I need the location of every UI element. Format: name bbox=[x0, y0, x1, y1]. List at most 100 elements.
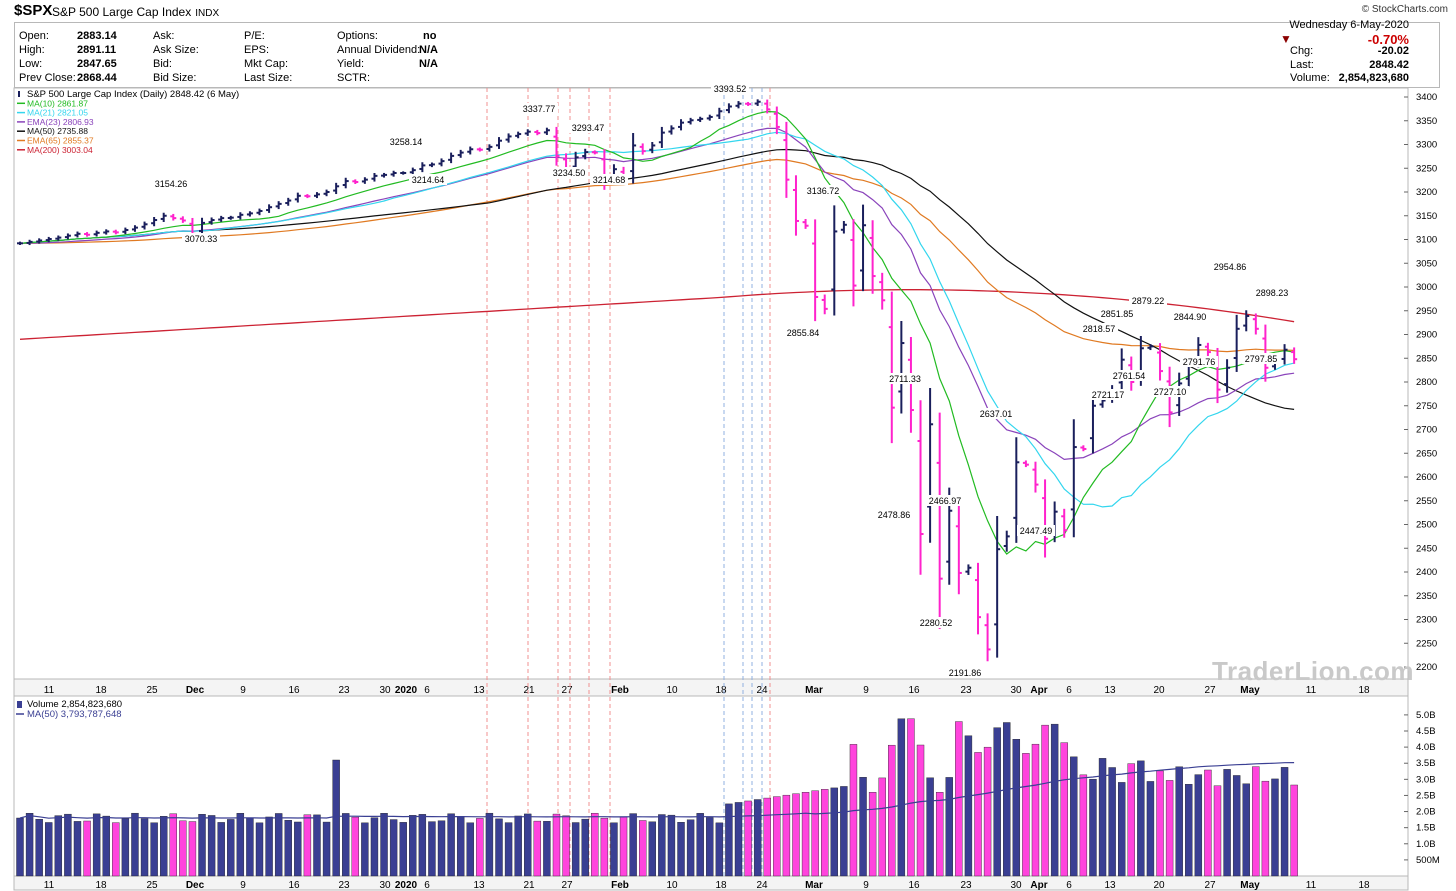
price-annotation: 2191.86 bbox=[946, 667, 984, 678]
x-tick-label-bottom: 23 bbox=[960, 880, 972, 891]
x-tick-label-bottom: 6 bbox=[1066, 880, 1072, 891]
volume-label: Volume: bbox=[1290, 72, 1330, 84]
price-annotation-text: 3070.33 bbox=[185, 234, 218, 244]
volume-bar bbox=[476, 818, 484, 877]
ohlc-bar bbox=[1291, 347, 1298, 364]
volume-bar bbox=[1213, 785, 1222, 877]
price-annotation-bg bbox=[569, 122, 607, 133]
ohlc-bar bbox=[122, 227, 129, 235]
price-annotation: 3293.47 bbox=[569, 122, 607, 133]
ohlc-bar bbox=[792, 175, 799, 236]
price-legend-label: MA(21) 2821.05 bbox=[27, 108, 88, 118]
volume-bar bbox=[54, 815, 63, 877]
price-annotation: 2466.97 bbox=[926, 495, 964, 506]
volume-bar bbox=[974, 752, 982, 877]
ohlc-bar bbox=[304, 194, 311, 199]
x-tick-label-top: 25 bbox=[146, 685, 158, 696]
volume-bar bbox=[389, 819, 398, 877]
ohlc-bar bbox=[524, 129, 531, 136]
ohlc-bar bbox=[361, 177, 368, 184]
price-annotation: 2818.57 bbox=[1080, 323, 1118, 334]
volume-bar bbox=[64, 813, 72, 877]
volume-bar bbox=[667, 814, 676, 877]
x-tick-label-top: 18 bbox=[715, 685, 727, 696]
volume-bar bbox=[332, 759, 340, 877]
ticker-symbol: $SPX bbox=[14, 2, 53, 19]
volume-bar bbox=[1156, 770, 1164, 877]
ohlc-bar bbox=[582, 148, 589, 160]
x-tick-label-bottom: May bbox=[1240, 880, 1260, 891]
price-annotation-bg bbox=[1180, 356, 1218, 367]
ohlc-bar bbox=[888, 291, 895, 444]
volume-bar bbox=[294, 821, 302, 877]
x-tick-label-bottom: 30 bbox=[1010, 880, 1022, 891]
volume-bar bbox=[916, 744, 925, 877]
price-annotation: 3154.26 bbox=[152, 178, 190, 189]
ohlc-bar bbox=[208, 217, 215, 225]
ohlc-bar bbox=[1157, 343, 1164, 381]
x-tick-label-bottom: 30 bbox=[379, 880, 391, 891]
price-legend-label: EMA(23) 2806.93 bbox=[27, 117, 94, 127]
ohlc-bar bbox=[802, 219, 809, 229]
ask-size-label: Ask Size: bbox=[153, 44, 199, 56]
x-tick-label-bottom: 10 bbox=[666, 880, 678, 891]
ohlc-bar bbox=[543, 127, 550, 135]
volume-bar bbox=[409, 815, 417, 877]
ohlc-bar bbox=[131, 225, 138, 232]
volume-bar bbox=[859, 777, 867, 877]
volume-bar bbox=[782, 794, 791, 877]
bid-label: Bid: bbox=[153, 58, 172, 70]
volume-bar bbox=[380, 813, 388, 877]
volume-bar bbox=[706, 817, 714, 877]
volume-bar bbox=[744, 800, 752, 877]
price-tick-label: 3100 bbox=[1416, 235, 1437, 246]
volume-tick-label: 2.5B bbox=[1416, 790, 1436, 801]
volume-bar bbox=[456, 816, 465, 877]
price-annotation-text: 2191.86 bbox=[949, 668, 982, 678]
x-tick-label-top: 23 bbox=[338, 685, 350, 696]
volume-bar bbox=[1098, 758, 1107, 877]
ohlc-bar bbox=[55, 235, 62, 241]
ma50-line bbox=[19, 148, 1295, 410]
x-tick-label-top: 30 bbox=[379, 685, 391, 696]
ohlc-bar bbox=[428, 162, 435, 168]
ohlc-bar bbox=[1147, 344, 1154, 351]
x-tick-label-top: May bbox=[1240, 685, 1260, 696]
volume-bar bbox=[1041, 724, 1049, 877]
ohlc-bar bbox=[246, 211, 253, 217]
last-size-label: Last Size: bbox=[244, 72, 293, 84]
volume-bar bbox=[677, 822, 685, 877]
volume-bar bbox=[725, 803, 733, 877]
ohlc-bar bbox=[400, 171, 407, 175]
x-tick-label-bottom: 27 bbox=[1204, 880, 1216, 891]
volume-bar bbox=[840, 786, 848, 877]
volume-bar bbox=[198, 814, 206, 877]
ohlc-bar bbox=[821, 294, 828, 315]
volume-bar bbox=[418, 814, 427, 877]
price-annotation-bg bbox=[387, 136, 425, 147]
ohlc-bar bbox=[285, 197, 292, 206]
ohlc-bar bbox=[448, 152, 455, 164]
ohlc-bar bbox=[630, 133, 637, 184]
price-tick-label: 2450 bbox=[1416, 543, 1437, 554]
ohlc-bar bbox=[840, 221, 847, 234]
volume-bar bbox=[131, 812, 139, 877]
ohlc-bar bbox=[687, 117, 694, 125]
price-legend-entry: MA(200) 3003.04 bbox=[17, 145, 93, 155]
ohlc-bar bbox=[1281, 344, 1288, 365]
volume-bar bbox=[207, 815, 216, 877]
volume-bar bbox=[619, 816, 628, 877]
ohlc-bar bbox=[975, 562, 981, 635]
price-annotation: 2637.01 bbox=[977, 408, 1015, 419]
price-annotation-bg bbox=[1171, 311, 1209, 322]
volume-bar bbox=[715, 822, 724, 877]
ohlc-bar bbox=[1061, 508, 1068, 538]
x-tick-label-top: 10 bbox=[666, 685, 678, 696]
volume-bar bbox=[792, 793, 800, 877]
ohlc-bar bbox=[1089, 390, 1096, 454]
volume-bar bbox=[1079, 774, 1088, 877]
price-annotation-bg bbox=[1211, 261, 1249, 272]
volume-bar bbox=[188, 821, 197, 877]
price-annotation: 2851.85 bbox=[1098, 308, 1136, 319]
price-tick-label: 3250 bbox=[1416, 163, 1437, 174]
